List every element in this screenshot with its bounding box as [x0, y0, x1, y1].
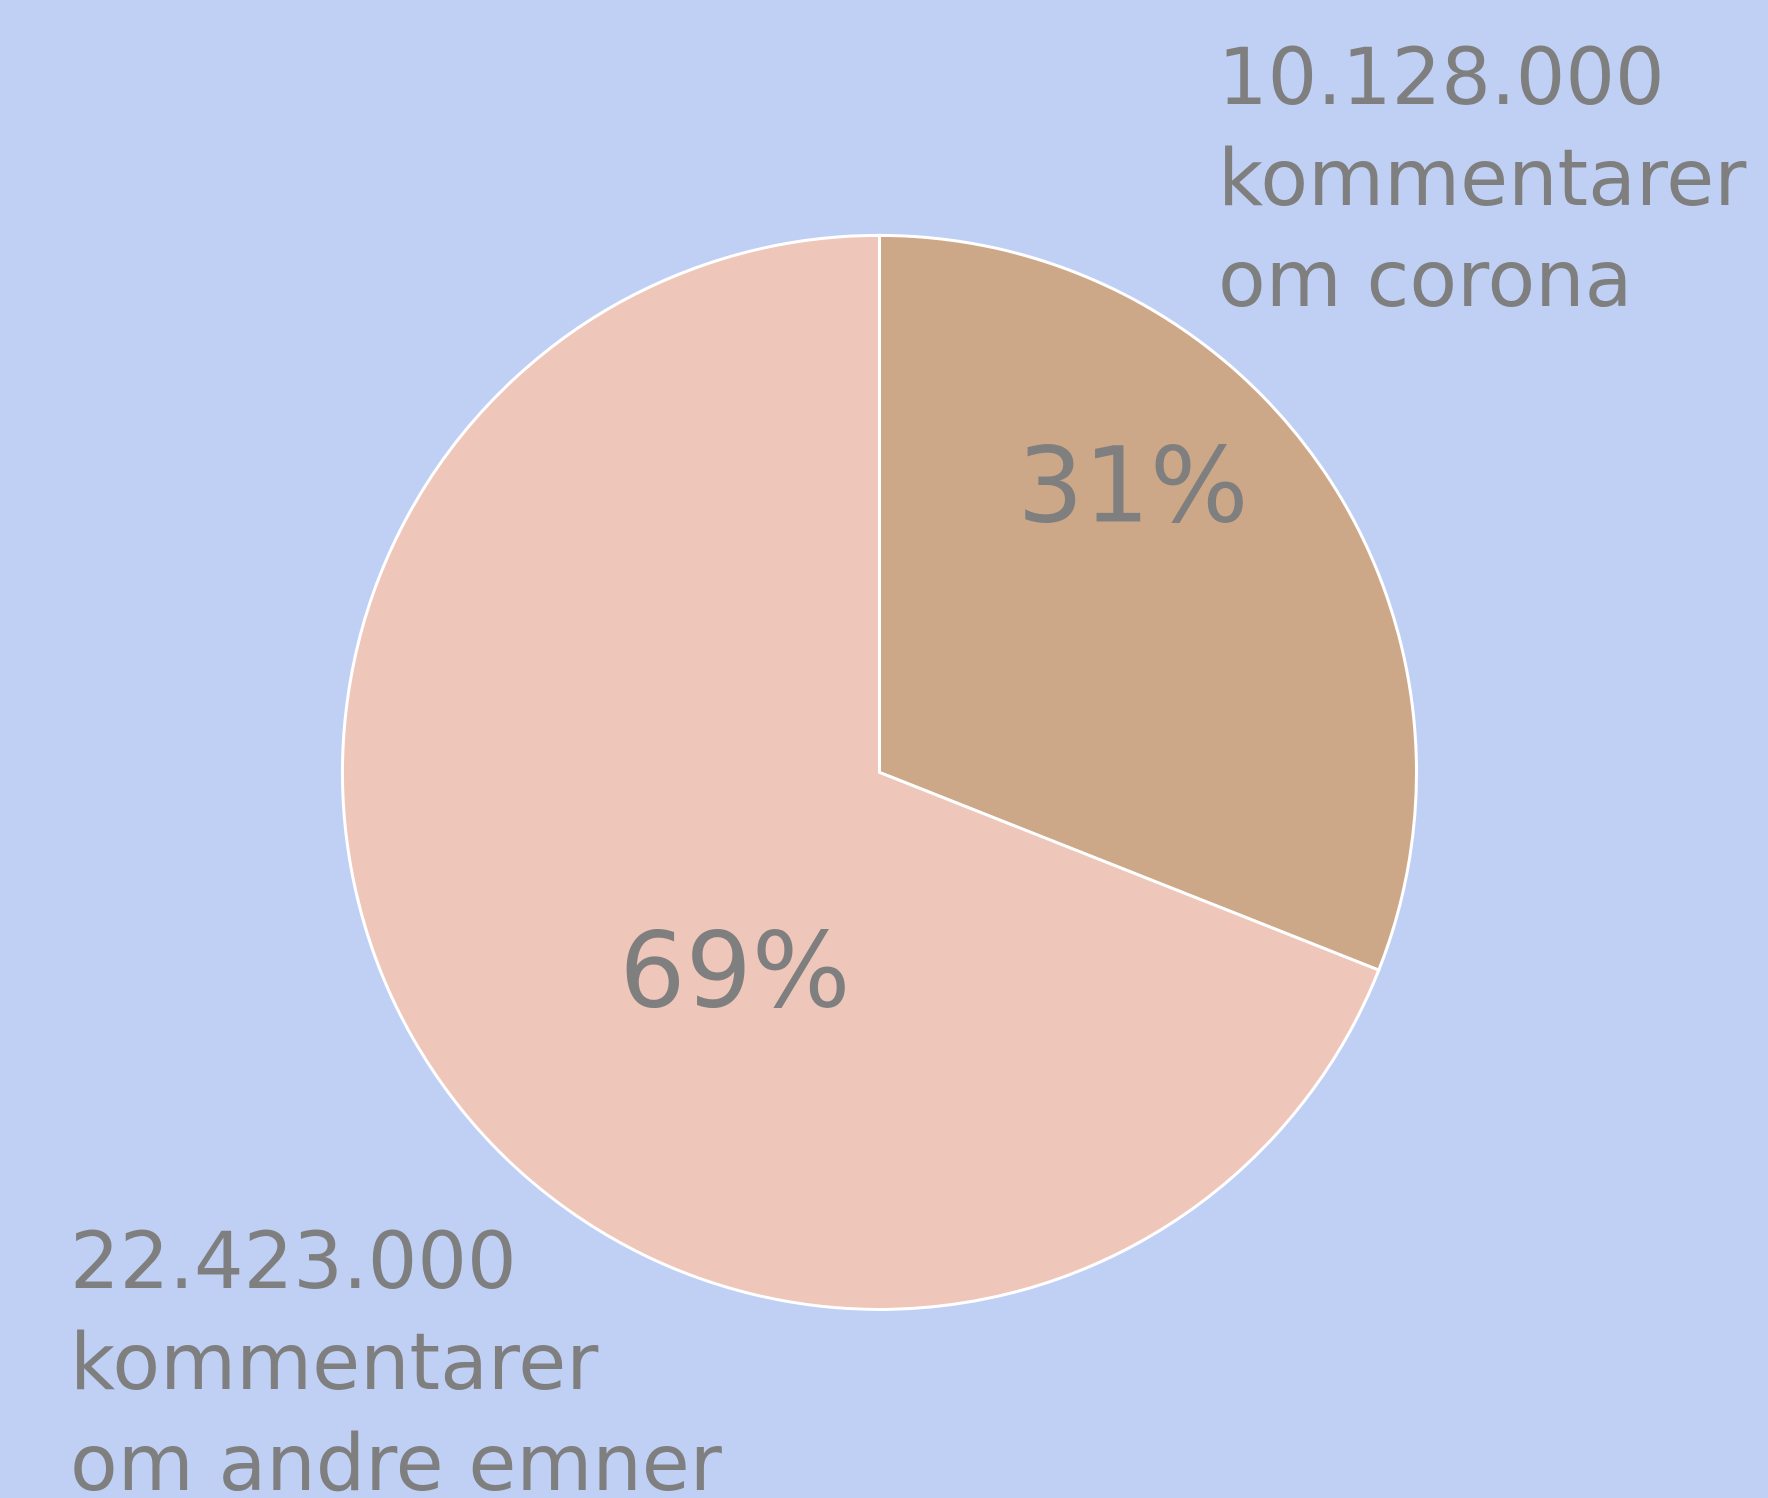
slice-label: 31%	[1017, 424, 1248, 546]
annotation-line: kommentarer	[70, 1318, 599, 1408]
slice-label: 69%	[619, 909, 850, 1031]
annotation-line: 10.128.000	[1218, 33, 1665, 123]
pie-slice	[341, 233, 1381, 1311]
annotation-line: om andre emner	[70, 1419, 723, 1498]
pie-slice	[878, 233, 1418, 973]
annotation-line: kommentarer	[1218, 134, 1747, 224]
annotation-line: om corona	[1218, 235, 1632, 325]
annotation-line: 22.423.000	[70, 1217, 517, 1307]
